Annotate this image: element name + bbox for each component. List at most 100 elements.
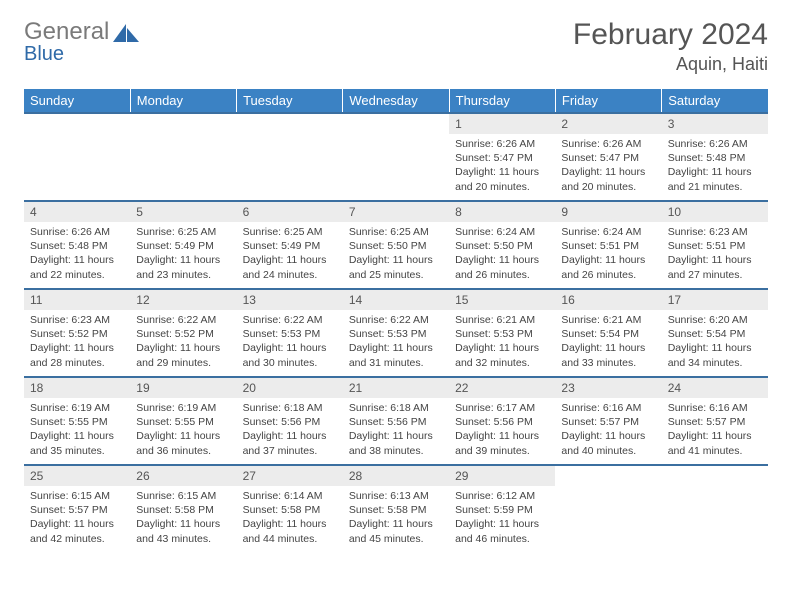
day-details: Sunrise: 6:18 AMSunset: 5:56 PMDaylight:… (237, 398, 343, 462)
day-details: Sunrise: 6:23 AMSunset: 5:52 PMDaylight:… (24, 310, 130, 374)
day-number: 1 (449, 114, 555, 134)
day-details: Sunrise: 6:26 AMSunset: 5:48 PMDaylight:… (662, 134, 768, 198)
header: General Blue February 2024 Aquin, Haiti (24, 18, 768, 75)
day-cell: 20Sunrise: 6:18 AMSunset: 5:56 PMDayligh… (237, 377, 343, 465)
week-row: 11Sunrise: 6:23 AMSunset: 5:52 PMDayligh… (24, 289, 768, 377)
day-cell: 17Sunrise: 6:20 AMSunset: 5:54 PMDayligh… (662, 289, 768, 377)
day-details: Sunrise: 6:21 AMSunset: 5:53 PMDaylight:… (449, 310, 555, 374)
day-details: Sunrise: 6:26 AMSunset: 5:47 PMDaylight:… (449, 134, 555, 198)
day-details: Sunrise: 6:14 AMSunset: 5:58 PMDaylight:… (237, 486, 343, 550)
day-cell: 29Sunrise: 6:12 AMSunset: 5:59 PMDayligh… (449, 465, 555, 553)
calendar-body: 1Sunrise: 6:26 AMSunset: 5:47 PMDaylight… (24, 113, 768, 553)
day-details: Sunrise: 6:24 AMSunset: 5:51 PMDaylight:… (555, 222, 661, 286)
week-row: 25Sunrise: 6:15 AMSunset: 5:57 PMDayligh… (24, 465, 768, 553)
day-cell: 27Sunrise: 6:14 AMSunset: 5:58 PMDayligh… (237, 465, 343, 553)
day-number: 20 (237, 378, 343, 398)
day-details: Sunrise: 6:17 AMSunset: 5:56 PMDaylight:… (449, 398, 555, 462)
day-number: 14 (343, 290, 449, 310)
day-cell: 1Sunrise: 6:26 AMSunset: 5:47 PMDaylight… (449, 113, 555, 201)
day-details: Sunrise: 6:22 AMSunset: 5:53 PMDaylight:… (237, 310, 343, 374)
day-details: Sunrise: 6:18 AMSunset: 5:56 PMDaylight:… (343, 398, 449, 462)
day-details: Sunrise: 6:25 AMSunset: 5:50 PMDaylight:… (343, 222, 449, 286)
day-number: 26 (130, 466, 236, 486)
day-details: Sunrise: 6:26 AMSunset: 5:47 PMDaylight:… (555, 134, 661, 198)
day-details: Sunrise: 6:26 AMSunset: 5:48 PMDaylight:… (24, 222, 130, 286)
week-row: 1Sunrise: 6:26 AMSunset: 5:47 PMDaylight… (24, 113, 768, 201)
day-details: Sunrise: 6:19 AMSunset: 5:55 PMDaylight:… (130, 398, 236, 462)
column-header: Wednesday (343, 89, 449, 113)
logo: General Blue (24, 18, 139, 46)
day-details: Sunrise: 6:23 AMSunset: 5:51 PMDaylight:… (662, 222, 768, 286)
day-number: 3 (662, 114, 768, 134)
column-header: Sunday (24, 89, 130, 113)
day-cell: 28Sunrise: 6:13 AMSunset: 5:58 PMDayligh… (343, 465, 449, 553)
day-details: Sunrise: 6:19 AMSunset: 5:55 PMDaylight:… (24, 398, 130, 462)
day-number: 28 (343, 466, 449, 486)
day-cell: 19Sunrise: 6:19 AMSunset: 5:55 PMDayligh… (130, 377, 236, 465)
day-number: 2 (555, 114, 661, 134)
day-cell (237, 113, 343, 201)
column-header: Saturday (662, 89, 768, 113)
day-details: Sunrise: 6:13 AMSunset: 5:58 PMDaylight:… (343, 486, 449, 550)
day-cell: 24Sunrise: 6:16 AMSunset: 5:57 PMDayligh… (662, 377, 768, 465)
day-cell: 11Sunrise: 6:23 AMSunset: 5:52 PMDayligh… (24, 289, 130, 377)
day-details: Sunrise: 6:24 AMSunset: 5:50 PMDaylight:… (449, 222, 555, 286)
day-cell: 22Sunrise: 6:17 AMSunset: 5:56 PMDayligh… (449, 377, 555, 465)
day-details: Sunrise: 6:15 AMSunset: 5:58 PMDaylight:… (130, 486, 236, 550)
day-number: 27 (237, 466, 343, 486)
day-number: 19 (130, 378, 236, 398)
day-details: Sunrise: 6:15 AMSunset: 5:57 PMDaylight:… (24, 486, 130, 550)
day-cell: 8Sunrise: 6:24 AMSunset: 5:50 PMDaylight… (449, 201, 555, 289)
day-cell: 4Sunrise: 6:26 AMSunset: 5:48 PMDaylight… (24, 201, 130, 289)
day-cell (343, 113, 449, 201)
day-cell: 16Sunrise: 6:21 AMSunset: 5:54 PMDayligh… (555, 289, 661, 377)
logo-sail-icon (113, 24, 139, 44)
day-number: 18 (24, 378, 130, 398)
title-block: February 2024 Aquin, Haiti (573, 18, 768, 75)
day-number: 22 (449, 378, 555, 398)
day-cell: 3Sunrise: 6:26 AMSunset: 5:48 PMDaylight… (662, 113, 768, 201)
day-cell: 10Sunrise: 6:23 AMSunset: 5:51 PMDayligh… (662, 201, 768, 289)
day-cell: 6Sunrise: 6:25 AMSunset: 5:49 PMDaylight… (237, 201, 343, 289)
day-details: Sunrise: 6:22 AMSunset: 5:52 PMDaylight:… (130, 310, 236, 374)
day-number: 24 (662, 378, 768, 398)
day-number: 13 (237, 290, 343, 310)
day-number: 23 (555, 378, 661, 398)
day-cell: 7Sunrise: 6:25 AMSunset: 5:50 PMDaylight… (343, 201, 449, 289)
day-cell: 25Sunrise: 6:15 AMSunset: 5:57 PMDayligh… (24, 465, 130, 553)
day-number: 9 (555, 202, 661, 222)
day-number: 12 (130, 290, 236, 310)
day-details: Sunrise: 6:25 AMSunset: 5:49 PMDaylight:… (237, 222, 343, 286)
day-number: 11 (24, 290, 130, 310)
column-header: Tuesday (237, 89, 343, 113)
day-cell (130, 113, 236, 201)
column-header: Thursday (449, 89, 555, 113)
day-cell (555, 465, 661, 553)
week-row: 18Sunrise: 6:19 AMSunset: 5:55 PMDayligh… (24, 377, 768, 465)
day-number: 17 (662, 290, 768, 310)
day-cell: 12Sunrise: 6:22 AMSunset: 5:52 PMDayligh… (130, 289, 236, 377)
day-number: 8 (449, 202, 555, 222)
day-details: Sunrise: 6:22 AMSunset: 5:53 PMDaylight:… (343, 310, 449, 374)
day-number: 6 (237, 202, 343, 222)
calendar-head: SundayMondayTuesdayWednesdayThursdayFrid… (24, 89, 768, 113)
day-cell: 26Sunrise: 6:15 AMSunset: 5:58 PMDayligh… (130, 465, 236, 553)
day-number: 4 (24, 202, 130, 222)
day-number: 21 (343, 378, 449, 398)
day-number: 10 (662, 202, 768, 222)
day-number: 5 (130, 202, 236, 222)
day-cell: 23Sunrise: 6:16 AMSunset: 5:57 PMDayligh… (555, 377, 661, 465)
day-cell: 5Sunrise: 6:25 AMSunset: 5:49 PMDaylight… (130, 201, 236, 289)
day-number: 7 (343, 202, 449, 222)
day-cell: 18Sunrise: 6:19 AMSunset: 5:55 PMDayligh… (24, 377, 130, 465)
day-cell: 21Sunrise: 6:18 AMSunset: 5:56 PMDayligh… (343, 377, 449, 465)
day-number: 25 (24, 466, 130, 486)
logo-text-blue: Blue (24, 43, 64, 66)
day-details: Sunrise: 6:16 AMSunset: 5:57 PMDaylight:… (555, 398, 661, 462)
day-cell (24, 113, 130, 201)
day-details: Sunrise: 6:21 AMSunset: 5:54 PMDaylight:… (555, 310, 661, 374)
day-details: Sunrise: 6:12 AMSunset: 5:59 PMDaylight:… (449, 486, 555, 550)
location: Aquin, Haiti (573, 54, 768, 75)
day-details: Sunrise: 6:20 AMSunset: 5:54 PMDaylight:… (662, 310, 768, 374)
week-row: 4Sunrise: 6:26 AMSunset: 5:48 PMDaylight… (24, 201, 768, 289)
